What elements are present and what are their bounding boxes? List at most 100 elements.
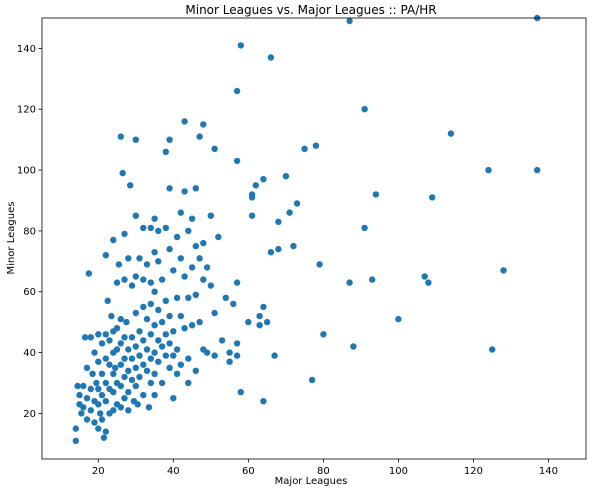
y-tick-label: 40: [23, 348, 36, 359]
data-point: [127, 182, 134, 189]
data-point: [104, 297, 111, 304]
data-point: [260, 398, 267, 405]
data-point: [117, 315, 125, 323]
data-point: [275, 245, 282, 253]
data-point: [95, 401, 102, 408]
chart-title: Minor Leagues vs. Major Leagues :: PA/HR: [185, 3, 436, 17]
data-point: [87, 407, 95, 414]
data-point: [286, 209, 293, 216]
data-point: [81, 334, 89, 341]
data-point: [447, 130, 455, 137]
y-tick-label: 80: [23, 226, 36, 237]
data-point: [134, 401, 141, 408]
data-point: [132, 136, 139, 143]
data-point: [140, 391, 147, 399]
data-point: [252, 182, 259, 189]
data-point: [132, 309, 139, 317]
data-point: [226, 349, 233, 356]
data-point: [350, 343, 357, 350]
data-point: [196, 133, 203, 140]
data-point: [121, 276, 128, 283]
data-point: [177, 255, 184, 262]
data-point: [207, 212, 214, 219]
data-point: [140, 337, 147, 344]
data-point: [500, 267, 507, 274]
data-point: [151, 370, 158, 377]
data-point: [185, 227, 192, 235]
data-point: [293, 200, 301, 207]
data-point: [121, 334, 128, 341]
data-point: [72, 425, 80, 432]
data-point: [98, 391, 106, 399]
data-point: [132, 343, 139, 350]
data-point: [237, 42, 244, 49]
data-point: [173, 346, 181, 353]
data-point: [151, 349, 158, 356]
data-point: [166, 312, 173, 320]
y-tick-label: 20: [23, 409, 36, 420]
data-point: [170, 352, 177, 359]
data-point: [89, 370, 96, 377]
data-point: [188, 215, 196, 222]
data-point: [207, 282, 214, 289]
data-point: [106, 337, 113, 344]
data-point: [110, 407, 117, 414]
data-point: [151, 322, 158, 329]
data-point: [200, 276, 207, 283]
data-point: [140, 361, 147, 368]
data-point: [192, 185, 199, 192]
data-point: [237, 388, 244, 396]
data-point: [108, 312, 115, 320]
data-point: [185, 294, 192, 301]
data-point: [485, 166, 492, 174]
data-point: [233, 352, 241, 359]
data-point: [132, 364, 139, 371]
data-point: [185, 379, 192, 387]
data-point: [76, 391, 83, 399]
data-point: [78, 410, 85, 417]
data-point: [102, 355, 110, 362]
y-tick-label: 60: [23, 287, 36, 298]
data-point: [147, 300, 154, 308]
data-point: [369, 276, 376, 283]
data-point: [112, 364, 119, 371]
data-point: [188, 264, 196, 271]
data-point: [162, 297, 169, 304]
data-point: [93, 379, 100, 387]
data-point: [136, 373, 143, 381]
data-point: [147, 379, 154, 387]
data-point: [158, 276, 166, 283]
y-tick-label: 120: [17, 105, 36, 116]
data-point: [123, 318, 130, 326]
data-point: [489, 346, 496, 353]
data-point: [248, 212, 256, 219]
data-point: [117, 361, 125, 368]
x-tick-label: 40: [167, 466, 180, 477]
data-point: [395, 315, 402, 323]
data-point: [271, 352, 278, 359]
data-point: [95, 425, 102, 432]
data-point: [361, 224, 368, 232]
data-point: [155, 227, 162, 235]
data-point: [173, 294, 181, 301]
data-point: [72, 437, 80, 444]
data-point: [290, 242, 297, 250]
data-point: [275, 218, 282, 225]
data-point: [115, 261, 123, 268]
data-point: [91, 419, 98, 426]
data-point: [98, 416, 106, 423]
data-point: [140, 303, 147, 311]
data-point: [102, 428, 110, 435]
data-point: [80, 382, 87, 390]
x-tick-label: 100: [389, 466, 408, 477]
data-point: [192, 367, 199, 374]
data-point: [102, 379, 110, 387]
data-point: [136, 255, 143, 262]
data-point: [534, 166, 541, 174]
data-point: [106, 361, 113, 368]
data-point: [128, 355, 136, 362]
data-point: [200, 239, 207, 247]
x-tick-label: 80: [317, 466, 330, 477]
data-point: [87, 385, 95, 393]
